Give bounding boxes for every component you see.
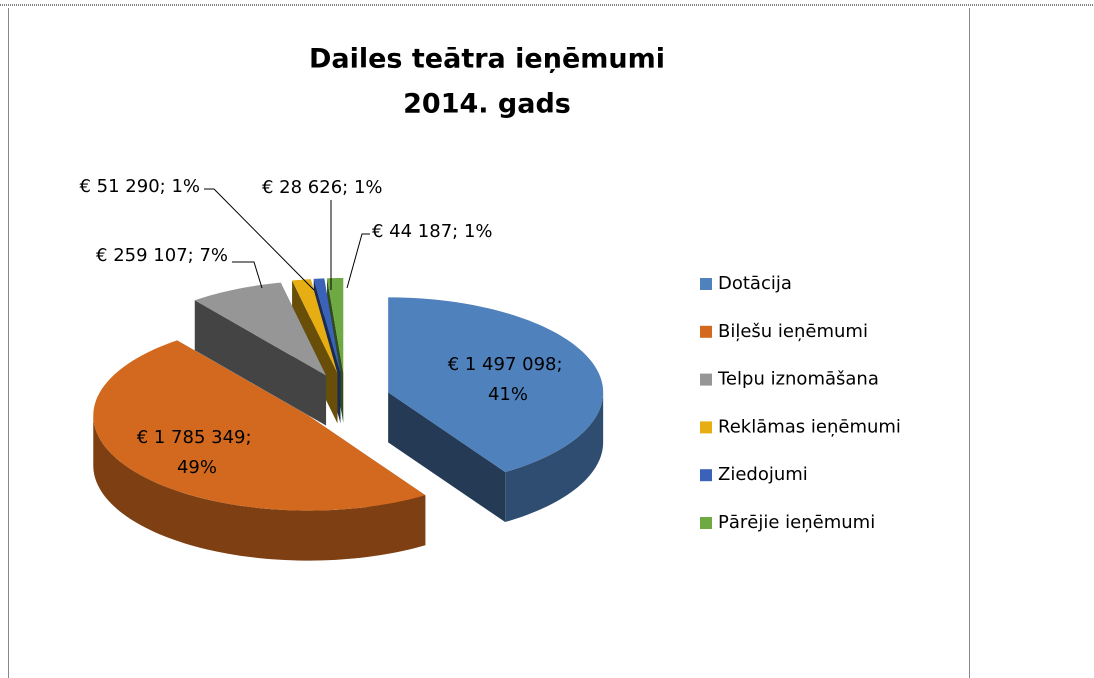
data-label: € 44 187; 1%	[372, 221, 493, 242]
data-label: € 51 290; 1%	[80, 176, 201, 197]
slice	[93, 340, 426, 511]
legend-label: Pārējie ieņēmumi	[718, 512, 875, 533]
data-label: € 1 497 098; 41%	[448, 354, 569, 405]
legend-swatch	[700, 278, 712, 290]
data-label-line: 49%	[177, 457, 217, 478]
data-label-line: € 1 785 349;	[137, 427, 258, 448]
data-label-line: € 1 497 098;	[448, 354, 569, 375]
legend-label: Telpu iznomāšana	[717, 369, 879, 390]
slice	[388, 297, 604, 473]
slice	[194, 282, 327, 376]
slice	[327, 278, 344, 374]
legend-swatch	[700, 325, 712, 338]
data-label-line: 41%	[488, 384, 528, 405]
data-label: € 28 626; 1%	[262, 177, 383, 198]
chart-title: Dailes teātra ieņēmumi	[309, 44, 665, 75]
legend-label: Ziedojumi	[718, 464, 808, 485]
data-label: € 259 107; 7%	[96, 245, 228, 266]
legend-label: Dotācija	[718, 273, 792, 294]
leader-line	[204, 188, 315, 291]
slice	[313, 278, 341, 374]
slice-wall	[292, 280, 338, 424]
legend-swatch	[700, 373, 712, 386]
legend-swatch	[700, 421, 712, 434]
data-label: € 1 785 349; 49%	[137, 427, 258, 478]
legend-label: Biļešu ieņēmumi	[718, 321, 868, 342]
leader-line	[346, 233, 370, 289]
legend-label: Reklāmas ieņēmumi	[718, 416, 901, 437]
slice-rim	[93, 415, 426, 561]
leader-line	[232, 261, 263, 289]
slice-rim	[505, 392, 604, 523]
legend-swatch	[700, 469, 712, 482]
slice-wall	[388, 392, 506, 523]
slice-wall	[194, 300, 327, 426]
chart-subtitle: 2014. gads	[403, 89, 571, 120]
slice	[292, 279, 338, 374]
legend-swatch	[700, 517, 712, 529]
